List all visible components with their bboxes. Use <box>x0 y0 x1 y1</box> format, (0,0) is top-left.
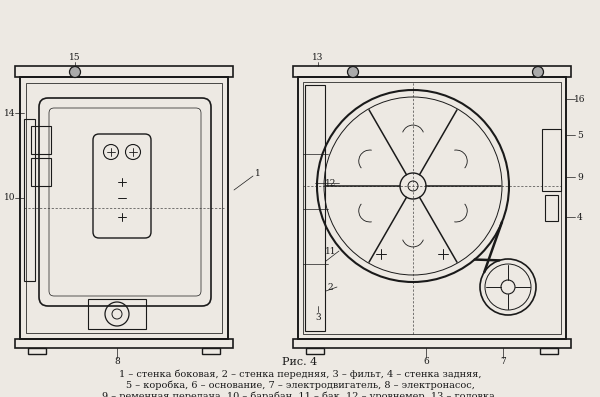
Bar <box>31 126 51 154</box>
Bar <box>542 129 561 191</box>
Bar <box>305 85 325 331</box>
Text: 10: 10 <box>4 193 16 202</box>
Text: 5: 5 <box>577 131 583 139</box>
Text: 8: 8 <box>114 358 120 366</box>
Bar <box>88 299 146 329</box>
Text: 16: 16 <box>574 94 586 104</box>
Text: Рис. 4: Рис. 4 <box>283 357 317 367</box>
Text: 14: 14 <box>4 108 16 118</box>
Circle shape <box>533 67 544 77</box>
Text: 3: 3 <box>315 312 321 322</box>
Text: 2: 2 <box>327 283 333 291</box>
Bar <box>545 195 558 221</box>
Bar <box>24 119 35 281</box>
Text: 9 – ременная передача, 10 – барабан, 11 – бак, 12 – уровнемер, 13 – головка,: 9 – ременная передача, 10 – барабан, 11 … <box>102 391 498 397</box>
Text: 12: 12 <box>325 179 337 187</box>
Text: 11: 11 <box>325 247 337 256</box>
Bar <box>28 348 46 354</box>
Text: 7: 7 <box>500 358 506 366</box>
Bar <box>306 348 324 354</box>
Text: 9: 9 <box>577 173 583 181</box>
Text: 1: 1 <box>255 168 261 177</box>
Text: 15: 15 <box>69 54 81 62</box>
Bar <box>202 348 220 354</box>
Bar <box>303 82 561 334</box>
Text: 1 – стенка боковая, 2 – стенка передняя, 3 – фильт, 4 – стенка задняя,: 1 – стенка боковая, 2 – стенка передняя,… <box>119 369 481 379</box>
Bar <box>293 66 571 77</box>
Bar <box>20 77 228 339</box>
Bar <box>15 66 233 77</box>
Text: 6: 6 <box>423 358 429 366</box>
Text: 4: 4 <box>577 212 583 222</box>
Bar <box>31 158 51 186</box>
Text: 13: 13 <box>313 54 323 62</box>
Text: 5 – коробка, 6 – основание, 7 – электродвигатель, 8 – электронасос,: 5 – коробка, 6 – основание, 7 – электрод… <box>125 380 475 390</box>
Bar <box>26 83 222 333</box>
Bar <box>298 77 566 339</box>
Bar <box>540 348 558 354</box>
Circle shape <box>347 67 359 77</box>
Bar <box>15 339 233 348</box>
Circle shape <box>70 67 80 77</box>
Bar <box>293 339 571 348</box>
